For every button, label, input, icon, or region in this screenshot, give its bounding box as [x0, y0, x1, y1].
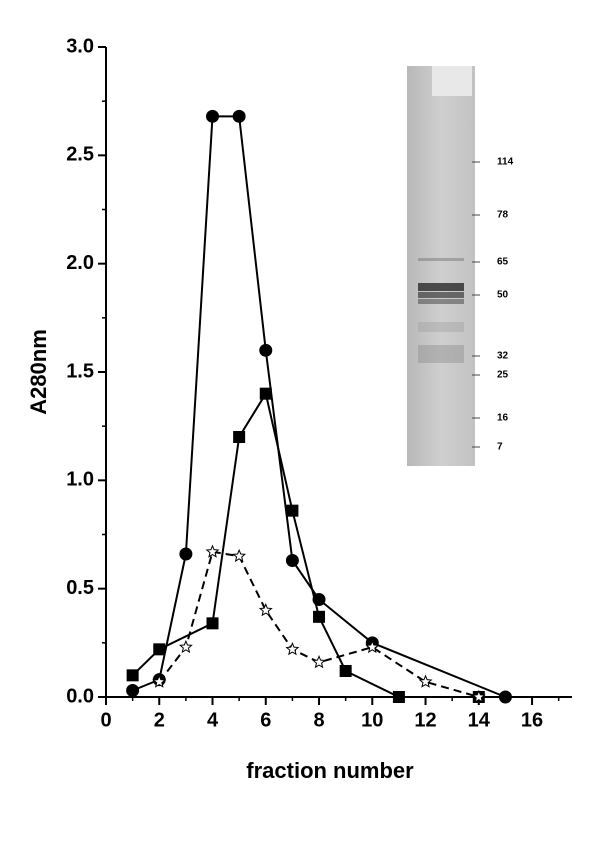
gel-marker-label: 16: [497, 413, 509, 424]
circle-marker: [126, 684, 140, 697]
star-marker: [205, 544, 220, 558]
gel-image: [407, 66, 475, 466]
star-marker: [418, 674, 433, 688]
x-tick-label: 0: [100, 709, 111, 731]
x-tick-label: 10: [361, 709, 383, 731]
gel-marker-label: 50: [497, 290, 509, 301]
square-marker: [259, 387, 272, 400]
gel-marker-label: 7: [497, 442, 503, 453]
x-tick-label: 12: [414, 709, 436, 731]
star-marker: [285, 642, 300, 656]
square-marker: [153, 643, 166, 656]
star-marker: [471, 689, 486, 703]
circle-marker: [179, 547, 193, 561]
circle-marker: [498, 690, 512, 704]
circle-marker: [259, 343, 273, 357]
y-tick-label: 0.5: [66, 577, 94, 599]
y-tick-label: 2.5: [66, 144, 94, 166]
x-tick-label: 8: [313, 709, 324, 731]
x-tick-label: 6: [260, 709, 271, 731]
circle-marker: [285, 554, 299, 567]
square-marker: [206, 617, 219, 630]
y-axis-title: A280nm: [26, 329, 51, 415]
star-marker: [178, 639, 193, 654]
x-tick-label: 14: [468, 709, 491, 731]
square-marker: [233, 431, 246, 443]
star-marker: [232, 548, 247, 563]
square-marker: [392, 691, 405, 703]
circle-marker: [206, 109, 220, 123]
square-marker: [286, 504, 299, 517]
y-tick-label: 0.0: [66, 685, 94, 707]
x-tick-label: 2: [154, 709, 165, 731]
y-tick-label: 1.0: [66, 469, 94, 491]
series-line: [132, 115, 506, 698]
square-marker: [313, 610, 326, 623]
star-marker: [258, 603, 273, 617]
y-tick-label: 1.5: [66, 360, 94, 382]
star-marker: [365, 639, 380, 654]
x-tick-label: 16: [521, 709, 543, 731]
y-tick-label: 3.0: [66, 35, 94, 57]
x-tick-label: 4: [207, 709, 219, 731]
circle-marker: [232, 109, 246, 123]
gel-marker-label: 114: [497, 157, 514, 168]
square-marker: [126, 669, 139, 682]
y-tick-label: 2.0: [66, 252, 94, 274]
series-line: [131, 391, 479, 698]
gel-marker-label: 32: [497, 351, 509, 362]
square-marker: [339, 665, 352, 677]
gel-marker-label: 65: [497, 257, 509, 268]
gel-marker-label: 25: [497, 370, 509, 381]
series-line: [158, 550, 480, 698]
star-marker: [152, 674, 167, 688]
gel-marker-label: 78: [497, 210, 509, 221]
star-marker: [312, 655, 326, 669]
x-axis-title: fraction number: [246, 758, 414, 783]
